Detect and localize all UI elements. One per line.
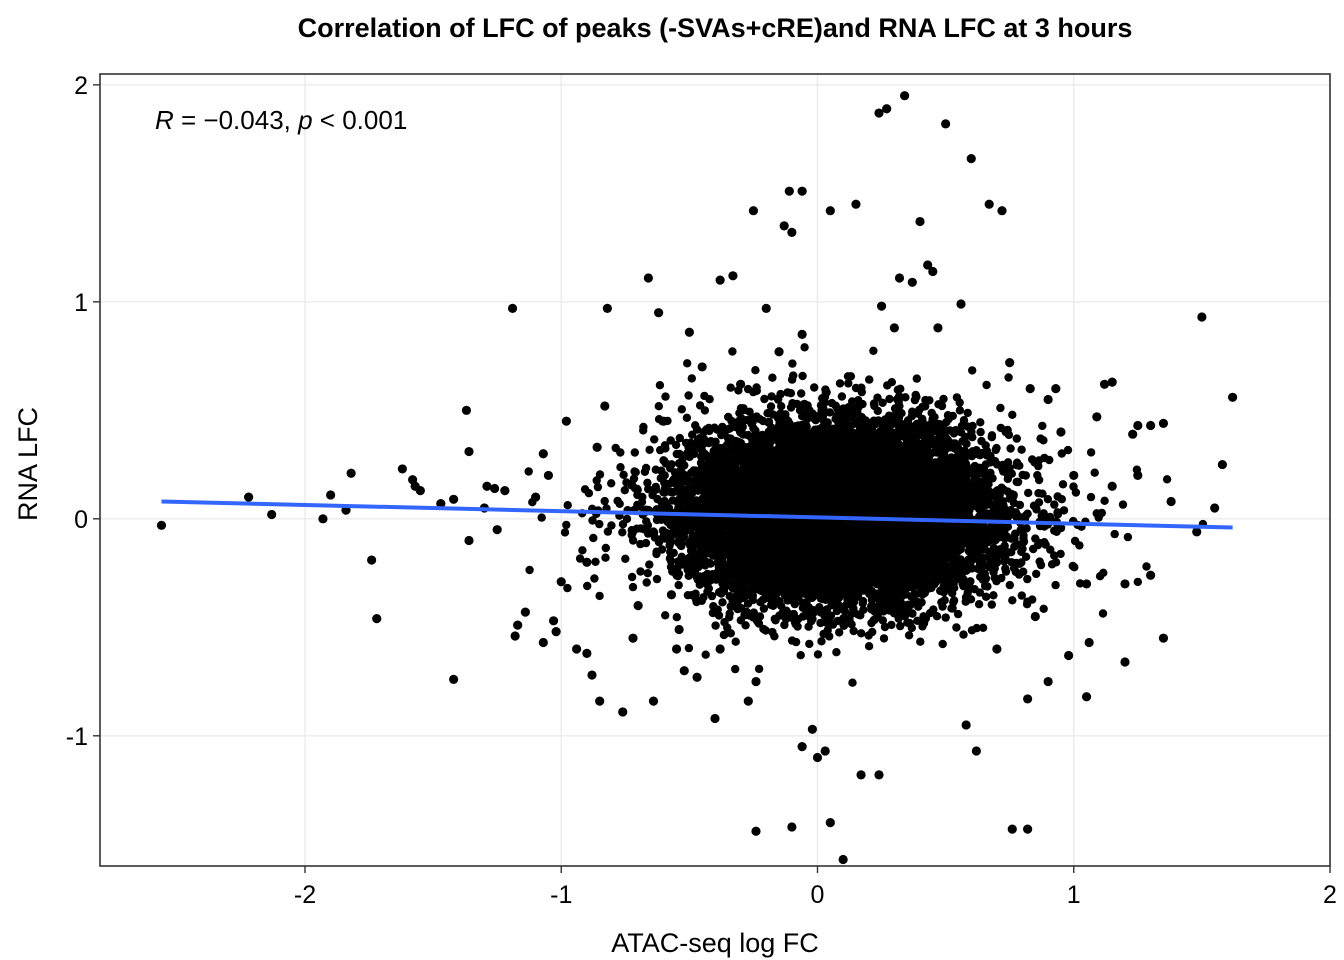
data-point [953, 609, 963, 619]
data-point [630, 448, 639, 457]
data-point [851, 383, 861, 393]
data-point [798, 371, 807, 381]
data-point [741, 621, 750, 630]
data-point [1142, 562, 1151, 571]
data-point [709, 602, 718, 611]
data-point [822, 618, 831, 627]
data-point [1110, 529, 1119, 539]
data-point [963, 588, 972, 598]
data-point [1057, 449, 1067, 458]
data-point [642, 578, 651, 587]
data-point [588, 516, 597, 525]
data-point [878, 616, 887, 625]
data-point [601, 543, 610, 553]
data-point [1018, 544, 1027, 554]
data-point [682, 413, 692, 422]
data-point [628, 582, 638, 592]
data-point [583, 581, 592, 591]
data-point [630, 467, 639, 476]
data-point [1092, 509, 1101, 518]
data-point [618, 528, 627, 537]
data-point [1017, 591, 1026, 600]
data-point [652, 574, 662, 584]
data-point [932, 612, 942, 621]
data-point [1008, 410, 1017, 419]
data-point [627, 572, 637, 582]
data-point [835, 628, 844, 637]
data-point [777, 402, 786, 411]
data-point [656, 474, 665, 483]
data-point [768, 373, 777, 382]
data-point [963, 408, 972, 418]
data-point [603, 527, 613, 536]
data-point [525, 565, 534, 575]
data-point [813, 650, 823, 659]
data-point [759, 604, 769, 613]
data-point [695, 401, 705, 410]
data-point [848, 678, 857, 687]
data-point [987, 431, 997, 440]
data-point [878, 398, 887, 407]
data-point [1050, 500, 1059, 509]
data-point [805, 639, 814, 649]
data-point [978, 623, 988, 632]
data-point [904, 631, 914, 640]
data-point [1162, 475, 1172, 484]
data-point [607, 521, 616, 530]
data-point [1004, 373, 1013, 382]
data-point [887, 620, 896, 630]
data-point [731, 664, 740, 674]
data-point [601, 553, 610, 562]
data-point [591, 557, 600, 566]
data-point [939, 394, 948, 404]
data-point [1008, 596, 1017, 605]
data-point [857, 387, 866, 397]
data-point [1032, 569, 1041, 579]
data-point [718, 598, 727, 607]
data-point [645, 445, 654, 454]
data-point [620, 486, 629, 495]
data-point [1098, 609, 1108, 618]
data-point [901, 393, 910, 402]
data-point [1068, 561, 1078, 571]
data-point [796, 651, 805, 660]
data-point [760, 394, 769, 404]
data-point [560, 528, 570, 537]
data-point [817, 637, 826, 646]
data-point [643, 478, 652, 487]
data-point [683, 591, 693, 600]
data-point [1123, 532, 1133, 542]
data-point [999, 557, 1009, 566]
data-point [775, 597, 784, 606]
data-point [849, 626, 858, 636]
data-point [578, 546, 587, 555]
data-point [767, 392, 776, 401]
data-point [524, 467, 533, 476]
data-point [807, 617, 816, 626]
data-point [1017, 445, 1026, 454]
data-point [684, 391, 693, 400]
data-point [837, 392, 847, 401]
data-point [643, 569, 652, 578]
data-point [959, 630, 968, 639]
data-point [912, 374, 921, 383]
chart-title: Correlation of LFC of peaks (-SVAs+cRE)a… [298, 13, 1133, 43]
data-point [684, 643, 694, 653]
data-point [1005, 580, 1014, 590]
point-cloud [524, 343, 1208, 687]
data-point [981, 592, 991, 601]
data-point [828, 620, 838, 629]
data-point [1032, 505, 1041, 514]
data-point [967, 626, 977, 635]
data-point [1099, 568, 1108, 577]
data-point [584, 489, 594, 498]
data-point [575, 554, 585, 563]
data-point [974, 600, 984, 609]
